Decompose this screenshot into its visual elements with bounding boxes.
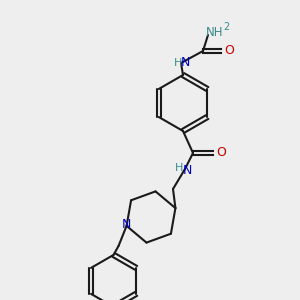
Text: O: O — [224, 44, 234, 58]
Text: N: N — [182, 164, 192, 176]
Text: 2: 2 — [223, 22, 229, 32]
Text: H: H — [174, 58, 182, 68]
Text: N: N — [122, 218, 131, 231]
Text: N: N — [180, 56, 190, 70]
Text: NH: NH — [206, 26, 224, 38]
Text: O: O — [216, 146, 226, 160]
Text: H: H — [175, 163, 183, 173]
